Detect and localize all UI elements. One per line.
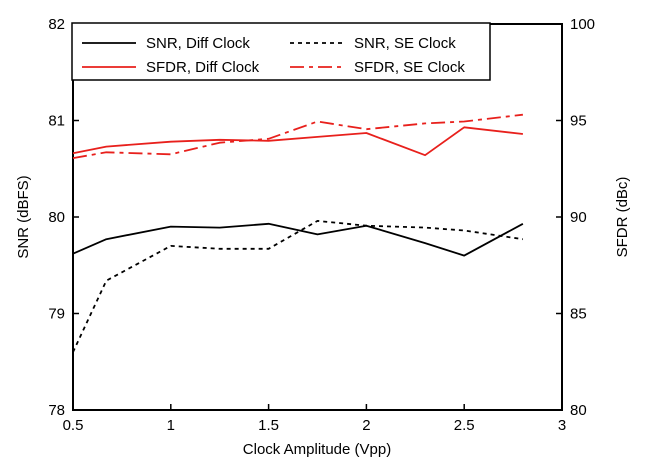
y-right-tick-label: 80 <box>570 402 587 419</box>
y-right-tick-label: 85 <box>570 306 587 323</box>
y-left-tick-label: 80 <box>48 209 65 226</box>
series-line-snr-diff-clock <box>72 222 524 257</box>
legend-label: SFDR, Diff Clock <box>146 59 260 76</box>
x-tick-label: 1.5 <box>258 417 279 434</box>
x-tick-label: 3 <box>558 417 566 434</box>
legend-label: SNR, SE Clock <box>354 35 456 52</box>
series-line-snr-se-clock <box>72 219 524 353</box>
y-right-axis-title: SFDR (dBc) <box>614 177 631 258</box>
series-line-sfdr-diff-clock <box>72 126 524 157</box>
series-layer <box>72 113 524 353</box>
y-right-tick-label: 90 <box>570 209 587 226</box>
x-tick-label: 2 <box>362 417 370 434</box>
y-right-tick-label: 100 <box>570 16 595 33</box>
legend-box <box>71 22 491 81</box>
x-tick-label: 2.5 <box>454 417 475 434</box>
y-left-tick-label: 81 <box>48 113 65 130</box>
y-left-tick-label: 79 <box>48 306 65 323</box>
plot-frame <box>72 23 563 411</box>
y-left-axis-title: SNR (dBFS) <box>15 175 32 258</box>
x-axis-title: Clock Amplitude (Vpp) <box>243 441 391 458</box>
x-tick-label: 1 <box>167 417 175 434</box>
series-line-sfdr-se-clock <box>72 113 524 159</box>
y-left-tick-label: 82 <box>48 16 65 33</box>
legend: SNR, Diff Clock SNR, SE Clock SFDR, Diff C… <box>82 35 465 76</box>
x-tick-label: 0.5 <box>63 417 84 434</box>
y-left-tick-label: 78 <box>48 402 65 419</box>
y-right-tick-label: 95 <box>570 113 587 130</box>
legend-label: SFDR, SE Clock <box>354 59 465 76</box>
legend-label: SNR, Diff Clock <box>146 35 250 52</box>
